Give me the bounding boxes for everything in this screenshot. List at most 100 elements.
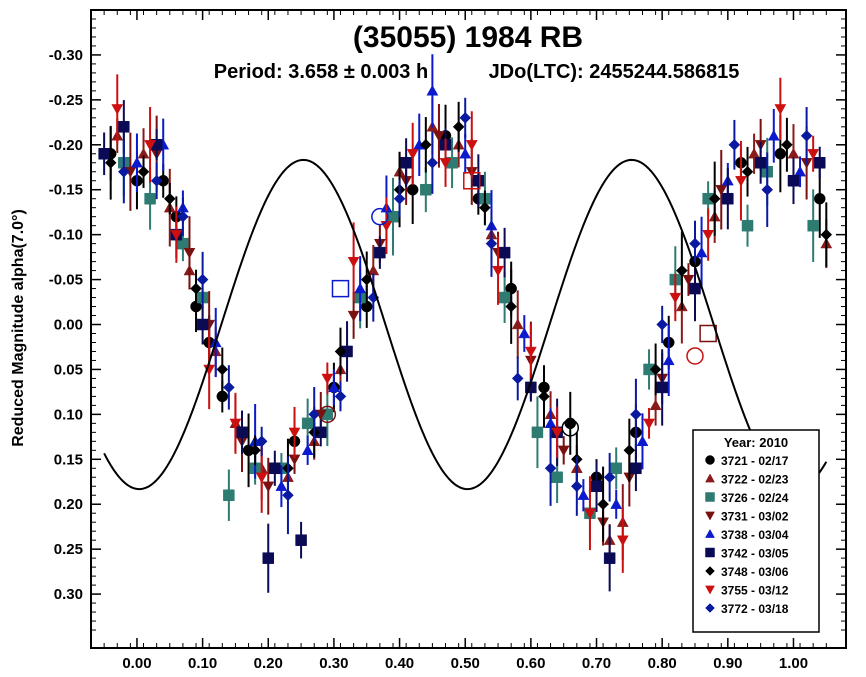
legend-box bbox=[692, 429, 820, 633]
data-point bbox=[301, 444, 314, 455]
data-point bbox=[229, 418, 242, 430]
data-point bbox=[511, 318, 524, 330]
data-point bbox=[603, 552, 616, 564]
data-point bbox=[177, 210, 189, 223]
data-point bbox=[111, 104, 124, 115]
data-point bbox=[275, 480, 288, 491]
x-tick-label: 0.70 bbox=[582, 655, 611, 672]
data-point bbox=[282, 489, 294, 502]
open-marker bbox=[463, 171, 481, 190]
legend-marker bbox=[705, 455, 715, 465]
data-point bbox=[262, 552, 275, 564]
data-point bbox=[452, 120, 465, 133]
data-point bbox=[249, 444, 261, 457]
data-point bbox=[590, 480, 603, 493]
data-point bbox=[610, 462, 622, 475]
data-point bbox=[255, 472, 268, 484]
data-point bbox=[196, 273, 209, 286]
data-point bbox=[137, 165, 150, 178]
data-point bbox=[702, 192, 714, 205]
data-point bbox=[498, 291, 511, 304]
series-3755 bbox=[111, 74, 820, 573]
data-point bbox=[347, 310, 360, 322]
data-point bbox=[505, 300, 518, 313]
data-point bbox=[104, 156, 117, 169]
x-tick-label: 0.40 bbox=[385, 655, 414, 672]
legend-marker bbox=[705, 492, 715, 502]
data-point bbox=[643, 363, 655, 376]
open-marker bbox=[331, 279, 350, 298]
data-point bbox=[656, 381, 668, 394]
data-point bbox=[544, 417, 557, 429]
data-point bbox=[393, 192, 406, 205]
data-point bbox=[183, 247, 196, 259]
y-tick-label: 0.00 bbox=[54, 317, 83, 334]
data-point bbox=[387, 210, 399, 223]
data-point bbox=[754, 157, 767, 169]
data-point bbox=[236, 426, 248, 439]
data-point bbox=[334, 390, 347, 403]
data-point bbox=[465, 140, 478, 151]
data-point bbox=[426, 84, 439, 96]
data-point bbox=[170, 229, 183, 241]
legend-marker bbox=[705, 473, 715, 483]
legend-label: 3726 - 02/24 bbox=[721, 491, 789, 505]
y-tick-label: -0.10 bbox=[49, 227, 83, 244]
chart-title: (35055) 1984 RB bbox=[353, 21, 583, 54]
legend-label: 3772 - 03/18 bbox=[721, 602, 789, 616]
data-point bbox=[741, 165, 754, 178]
data-point bbox=[354, 282, 367, 294]
data-point bbox=[695, 246, 708, 258]
data-point bbox=[722, 192, 734, 205]
data-point bbox=[150, 174, 163, 187]
data-point bbox=[544, 462, 557, 475]
data-point bbox=[630, 408, 642, 421]
data-point bbox=[420, 183, 432, 196]
legend-marker bbox=[705, 547, 715, 558]
data-point bbox=[301, 417, 314, 430]
data-point bbox=[223, 381, 235, 394]
data-point bbox=[643, 418, 655, 430]
data-point bbox=[308, 408, 321, 421]
data-point bbox=[498, 246, 511, 259]
legend-marker bbox=[705, 585, 715, 595]
data-point bbox=[288, 427, 301, 439]
data-point bbox=[98, 148, 110, 160]
data-point bbox=[472, 174, 485, 187]
data-point bbox=[406, 184, 419, 196]
y-tick-label: 0.05 bbox=[54, 361, 83, 378]
data-point bbox=[761, 183, 774, 196]
series-3726 bbox=[118, 129, 819, 539]
chart-subtitle-period: Period: 3.658 ± 0.003 h bbox=[214, 61, 428, 83]
data-point bbox=[190, 282, 202, 295]
legend-marker bbox=[705, 566, 715, 576]
data-point bbox=[531, 426, 544, 439]
data-point bbox=[577, 489, 590, 500]
y-tick-label: 0.30 bbox=[54, 586, 83, 603]
data-point bbox=[157, 175, 169, 187]
data-point bbox=[400, 157, 412, 169]
legend-label: 3721 - 02/17 bbox=[721, 454, 789, 468]
data-point bbox=[630, 462, 642, 475]
chart-subtitle-epoch: JDo(LTC): 2455244.586815 bbox=[489, 61, 740, 83]
data-point bbox=[439, 158, 452, 169]
x-tick-label: 0.10 bbox=[188, 655, 217, 672]
legend-marker bbox=[705, 603, 715, 613]
tick-layer: 0.00 0.10 0.20 0.30 0.40 0.50 0.60 0.70 0.80 0.90… bbox=[49, 10, 846, 672]
data-point bbox=[741, 219, 754, 232]
data-point bbox=[163, 192, 176, 205]
data-point bbox=[669, 292, 682, 304]
data-point bbox=[433, 131, 445, 142]
open-marker bbox=[318, 405, 337, 424]
data-point bbox=[327, 381, 340, 393]
data-point bbox=[551, 471, 563, 484]
data-point bbox=[479, 201, 491, 214]
y-tick-label: -0.25 bbox=[49, 92, 83, 109]
data-point bbox=[518, 327, 531, 339]
data-point bbox=[787, 174, 800, 187]
y-tick-label: -0.15 bbox=[49, 182, 83, 199]
data-point bbox=[570, 480, 583, 493]
legend-label: 3742 - 03/05 bbox=[721, 547, 789, 561]
data-point bbox=[702, 229, 715, 241]
